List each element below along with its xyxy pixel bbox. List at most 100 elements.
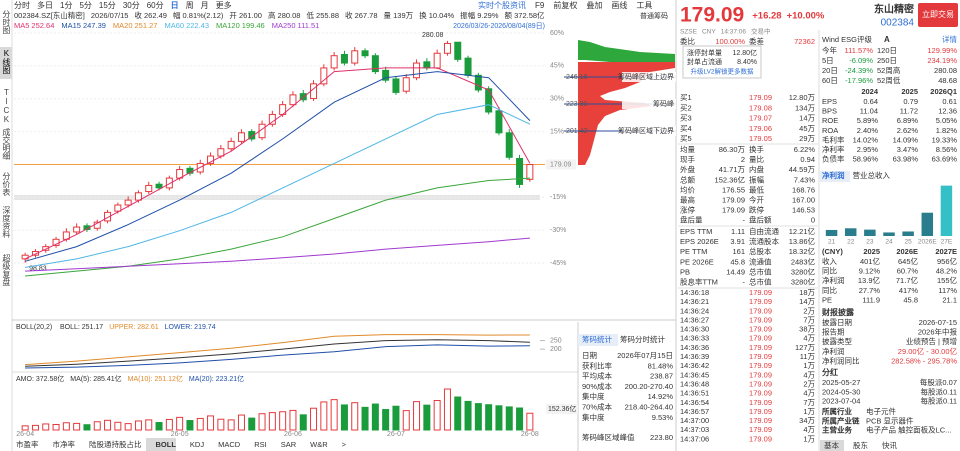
y-tick-label: 15% xyxy=(550,128,564,135)
period-tab[interactable]: 周 xyxy=(186,1,194,10)
profile-tab[interactable]: 基本 xyxy=(824,440,839,450)
period-tab[interactable]: 多日 xyxy=(37,0,53,10)
chip-mode[interactable]: 普通筹码 xyxy=(640,11,668,20)
sidebar-item[interactable]: 深度资料 xyxy=(2,206,11,239)
candle-body xyxy=(104,211,112,222)
stat-value: 179.09 xyxy=(722,206,745,215)
volume-bar xyxy=(330,399,338,431)
chip-stat-label: 90%成本 xyxy=(582,381,613,391)
fin-value: 14.09% xyxy=(893,135,919,144)
perf-label: 250日 xyxy=(877,56,897,65)
volume-bar xyxy=(351,402,359,431)
perf-label: 52周高 xyxy=(877,65,901,75)
forecast-label: 净利润 xyxy=(822,275,845,285)
trade-button[interactable]: 立即交易 xyxy=(922,9,954,19)
fundamental-value: 14.49 xyxy=(726,267,745,276)
fin-value: 0.64 xyxy=(863,97,878,106)
indicator-tab[interactable]: 市净率 xyxy=(53,439,76,449)
period-tab[interactable]: 日 xyxy=(171,1,179,10)
forecast-value: 71.7亿 xyxy=(896,275,919,285)
sidebar-item[interactable]: 超级复盘 xyxy=(2,253,11,286)
stat-value: 179.09 xyxy=(722,195,745,204)
volume-bar xyxy=(392,405,400,431)
info-item: 低 255.88 xyxy=(306,10,339,20)
indicator-tab[interactable]: BOLL xyxy=(156,440,177,449)
volume-item: MA(10): 251.12亿 xyxy=(128,374,183,383)
x-tick-label: 26-08 xyxy=(521,431,539,438)
info-item: 额 372.58亿 xyxy=(505,10,546,20)
indicator-tab[interactable]: MACD xyxy=(218,440,241,449)
stat-value: 86.30万 xyxy=(719,145,746,154)
tool-button[interactable]: 前复权 xyxy=(553,0,577,10)
status-item: 交易中 xyxy=(751,27,771,36)
indicator-tab[interactable]: > xyxy=(342,440,347,449)
dividend-date: 2025-05-27 xyxy=(822,378,860,387)
chip-tab[interactable]: 筹码分时统计 xyxy=(620,334,665,344)
stat-value: 0 xyxy=(811,216,815,225)
tick-price: 179.09 xyxy=(749,325,772,334)
profit-tab[interactable]: 净利润 xyxy=(822,170,845,180)
period-tab[interactable]: 60分 xyxy=(147,1,164,10)
tool-button[interactable]: 实时个股资讯 xyxy=(478,0,526,10)
ma-legend-value: 252.64 xyxy=(31,21,54,30)
period-tab[interactable]: 月 xyxy=(201,1,209,10)
period-tab[interactable]: 5分 xyxy=(79,1,91,10)
indicator-tab[interactable]: RSI xyxy=(254,440,267,449)
candle-body xyxy=(42,246,50,251)
tick-time: 14:36:18 xyxy=(680,288,709,297)
forecast-header: 2027E xyxy=(935,247,957,256)
candle-body xyxy=(289,94,297,106)
forecast-value: 9.12% xyxy=(859,267,881,276)
stat-value: 168.76 xyxy=(792,185,815,194)
sidebar-item[interactable]: TICK xyxy=(2,88,11,124)
profit-bar xyxy=(825,229,838,236)
indicator-tab[interactable]: SAR xyxy=(281,440,297,449)
indicator-tab[interactable]: 陆股通持股占比 xyxy=(89,439,142,449)
chip-tab[interactable]: 筹码统计 xyxy=(582,334,612,344)
candle-body xyxy=(155,183,163,189)
tab-active xyxy=(578,334,618,346)
tool-button[interactable]: 画线 xyxy=(611,0,627,10)
esg-detail[interactable]: 详情 xyxy=(942,34,957,44)
sidebar-item[interactable]: 分价表 xyxy=(2,172,11,197)
dividend-date: 2023-07-04 xyxy=(822,397,860,406)
period-tab[interactable]: 1分 xyxy=(60,1,72,10)
stat-label: 跌停 xyxy=(749,205,764,215)
indicator-tab[interactable]: W&R xyxy=(310,440,328,449)
profit-tab[interactable]: 营业总收入 xyxy=(853,170,891,180)
stat-label: 量比 xyxy=(749,154,764,164)
volume-bar xyxy=(443,388,451,431)
perf-value: 234.19% xyxy=(927,56,957,65)
bid-label: 买5 xyxy=(680,134,692,143)
trade-button-bg[interactable] xyxy=(918,3,958,27)
tooltip-label: 涨停封单量 xyxy=(687,48,722,57)
tool-button[interactable]: F9 xyxy=(535,1,545,10)
tick-volume: 14万 xyxy=(799,297,815,306)
indicator-tab[interactable]: 市盈率 xyxy=(16,439,39,449)
profile-tab[interactable]: 快讯 xyxy=(882,440,897,450)
stat-value: 41.71万 xyxy=(719,165,746,174)
period-tab[interactable]: 15分 xyxy=(99,1,116,10)
sidebar-item[interactable]: 成交明细 xyxy=(2,127,11,161)
volume-bar xyxy=(196,417,204,431)
boll-item: UPPER: 282.61 xyxy=(109,324,159,331)
bid-volume: 45万 xyxy=(799,124,815,133)
volume-bar xyxy=(382,409,390,431)
dividend-value: 每股派0.11 xyxy=(920,386,957,396)
period-tab[interactable]: 更多 xyxy=(216,0,232,10)
tooltip-link[interactable]: 升级LV2解锁更多数据 xyxy=(690,67,754,76)
sidebar-item[interactable]: 分时图 xyxy=(2,10,11,35)
sidebar-item[interactable]: K线图 xyxy=(2,49,11,75)
sidebar-active xyxy=(0,47,12,79)
period-tab[interactable]: 30分 xyxy=(123,1,140,10)
indicator-tab[interactable]: KDJ xyxy=(190,440,204,449)
forecast-label: PE xyxy=(822,295,832,304)
tool-button[interactable]: 工具 xyxy=(636,1,652,10)
tool-button[interactable]: 叠加 xyxy=(586,0,602,10)
period-tab[interactable]: 分时 xyxy=(14,0,30,10)
volume-bar xyxy=(248,417,256,431)
boll-line xyxy=(25,339,530,367)
profile-tab[interactable]: 股东 xyxy=(853,440,868,450)
profit-bar xyxy=(864,229,876,236)
chip-level: 223.80 xyxy=(566,101,588,108)
